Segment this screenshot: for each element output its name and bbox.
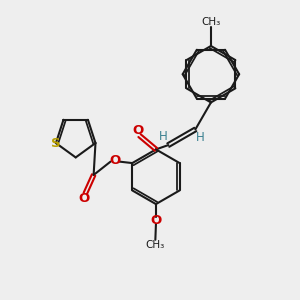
- Text: CH₃: CH₃: [201, 16, 220, 27]
- Text: O: O: [110, 154, 121, 167]
- Text: O: O: [79, 192, 90, 205]
- Text: O: O: [133, 124, 144, 137]
- Text: O: O: [150, 214, 162, 227]
- Text: CH₃: CH₃: [146, 240, 165, 250]
- Text: H: H: [196, 131, 205, 144]
- Text: H: H: [159, 130, 168, 143]
- Text: S: S: [50, 137, 60, 150]
